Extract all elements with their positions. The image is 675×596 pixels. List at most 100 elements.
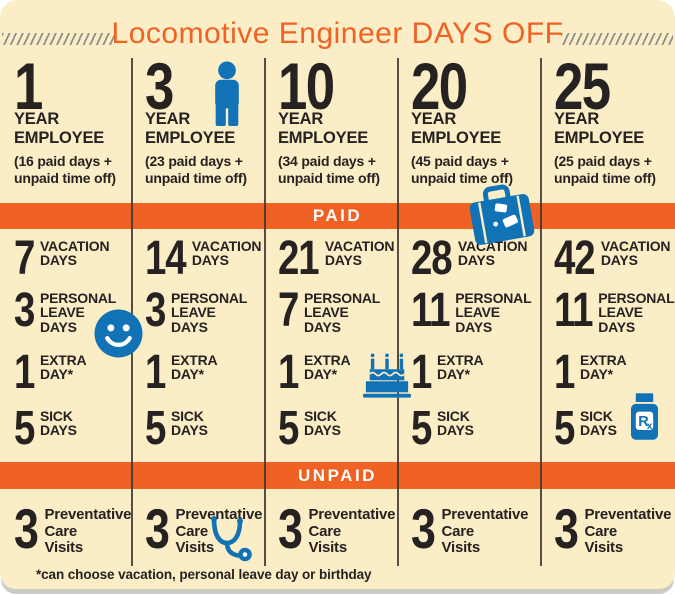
preventative-care-value: 3 (145, 497, 170, 560)
sick-days-value: 5 (145, 402, 166, 455)
column-divider (264, 58, 266, 566)
sick-days-cell: 5 SICK DAYS (131, 403, 264, 462)
hatch-stripes-left-icon (2, 33, 114, 45)
preventative-care-cell: 3 Preventative Care Visits (540, 489, 675, 568)
years-number: 25 (554, 49, 611, 123)
preventative-care-row: 3 Preventative Care Visits 3 Preventative C… (0, 489, 675, 568)
personal-leave-label: PERSONAL LEAVE DAYS (455, 290, 532, 335)
year-employee-label: YEAR EMPLOYEE (14, 110, 105, 147)
paid-days-summary: (34 paid days + unpaid time off) (278, 153, 380, 186)
sick-days-cell: 5 SICK DAYS (264, 403, 397, 462)
paid-section-banner: PAID (0, 203, 675, 229)
extra-day-label: EXTRA DAY* (579, 352, 627, 383)
vacation-days-value: 14 (145, 232, 187, 285)
sick-days-label: SICK DAYS (170, 408, 208, 439)
personal-leave-value: 3 (145, 284, 166, 337)
preventative-care-value: 3 (411, 497, 436, 560)
extra-day-label: EXTRA DAY* (39, 352, 87, 383)
extra-day-value: 1 (145, 346, 166, 399)
years-number: 10 (278, 49, 335, 123)
personal-leave-value: 11 (554, 284, 593, 337)
column-header-20yr: 20 YEAR EMPLOYEE (45 paid days + unpaid … (397, 49, 540, 203)
column-headers-row: 1 YEAR EMPLOYEE (16 paid days + unpaid t… (0, 49, 675, 203)
svg-text:R: R (638, 414, 649, 430)
personal-leave-cell: 11 PERSONAL LEAVE DAYS (540, 285, 675, 347)
sick-days-cell: 5 SICK DAYS (0, 403, 131, 462)
prescription-bottle-icon: R x (630, 393, 659, 440)
paid-days-summary: (23 paid days + unpaid time off) (145, 153, 247, 186)
preventative-care-value: 3 (554, 497, 579, 560)
preventative-care-label: Preventative Care Visits (308, 506, 396, 556)
vacation-days-label: VACATION DAYS (39, 238, 110, 269)
column-divider (397, 58, 399, 566)
personal-leave-value: 11 (411, 284, 450, 337)
personal-leave-value: 3 (14, 284, 35, 337)
extra-day-value: 1 (411, 346, 432, 399)
vacation-days-value: 21 (278, 232, 320, 285)
personal-leave-cell: 3 PERSONAL LEAVE DAYS (131, 285, 264, 347)
preventative-care-label: Preventative Care Visits (441, 506, 529, 556)
column-header-1yr: 1 YEAR EMPLOYEE (16 paid days + unpaid t… (0, 49, 131, 203)
sick-days-cell: 5 SICK DAYS (397, 403, 540, 462)
vacation-cell: 14 VACATION DAYS (131, 229, 264, 285)
column-divider (131, 58, 133, 566)
vacation-cell: 7 VACATION DAYS (0, 229, 131, 285)
sick-days-label: SICK DAYS (579, 408, 617, 439)
column-header-25yr: 25 YEAR EMPLOYEE (25 paid days + unpaid … (540, 49, 675, 203)
unpaid-section-banner: UNPAID (0, 462, 675, 489)
paid-days-summary: (25 paid days + unpaid time off) (554, 153, 656, 186)
svg-text:x: x (647, 421, 653, 432)
personal-leave-label: PERSONAL LEAVE DAYS (39, 290, 117, 335)
vacation-cell: 42 VACATION DAYS (540, 229, 675, 285)
vacation-days-label: VACATION DAYS (324, 238, 395, 269)
extra-day-label: EXTRA DAY* (170, 352, 218, 383)
vacation-days-label: VACATION DAYS (191, 238, 262, 269)
preventative-care-label: Preventative Care Visits (584, 506, 672, 556)
year-employee-label: YEAR EMPLOYEE (278, 110, 369, 147)
column-header-3yr: 3 YEAR EMPLOYEE (23 paid days + unpaid t… (131, 49, 264, 203)
smiley-face-icon (94, 309, 143, 358)
extra-day-value: 1 (278, 346, 299, 399)
extra-day-value: 1 (14, 346, 35, 399)
personal-leave-label: PERSONAL LEAVE DAYS (170, 290, 248, 335)
vacation-days-row: 7 VACATION DAYS 14 VACATION DAYS 21 VACATI… (0, 229, 675, 285)
vacation-days-label: VACATION DAYS (457, 238, 528, 269)
sick-days-value: 5 (411, 402, 432, 455)
sick-days-label: SICK DAYS (303, 408, 341, 439)
sick-days-row: 5 SICK DAYS 5 SICK DAYS 5 SICK DAYS 5 SICK D… (0, 403, 675, 462)
year-employee-label: YEAR EMPLOYEE (554, 110, 645, 147)
page-title: Locomotive Engineer DAYS OFF (111, 17, 564, 50)
suitcase-icon (464, 180, 537, 248)
vacation-days-value: 28 (411, 232, 453, 285)
column-divider (540, 58, 542, 566)
hatch-stripes-right-icon (561, 33, 673, 45)
preventative-care-label: Preventative Care Visits (44, 506, 132, 556)
personal-leave-value: 7 (278, 284, 299, 337)
sick-days-value: 5 (554, 402, 575, 455)
years-number: 3 (145, 49, 174, 123)
extra-day-row: 1 EXTRA DAY* 1 EXTRA DAY* 1 EXTRA DAY* 1 EX… (0, 347, 675, 403)
extra-day-cell: 1 EXTRA DAY* (264, 347, 397, 403)
year-employee-label: YEAR EMPLOYEE (411, 110, 502, 147)
extra-day-cell: 1 EXTRA DAY* (540, 347, 675, 403)
paid-days-summary: (45 paid days + unpaid time off) (411, 153, 513, 186)
extra-day-cell: 1 EXTRA DAY* (397, 347, 540, 403)
vacation-days-value: 7 (14, 232, 35, 285)
personal-leave-days-row: 3 PERSONAL LEAVE DAYS 3 PERSONAL LEAVE DAYS … (0, 285, 675, 347)
years-number: 20 (411, 49, 468, 123)
year-employee-label: YEAR EMPLOYEE (145, 110, 236, 147)
years-number: 1 (14, 49, 43, 123)
title-band: Locomotive Engineer DAYS OFF (0, 0, 675, 58)
preventative-care-cell: 3 Preventative Care Visits (264, 489, 397, 568)
vacation-cell: 21 VACATION DAYS (264, 229, 397, 285)
extra-day-cell: 1 EXTRA DAY* (0, 347, 131, 403)
vacation-days-label: VACATION DAYS (600, 238, 671, 269)
sick-days-label: SICK DAYS (39, 408, 77, 439)
extra-day-label: EXTRA DAY* (303, 352, 351, 383)
personal-leave-cell: 3 PERSONAL LEAVE DAYS (0, 285, 131, 347)
sick-days-cell: 5 SICK DAYS (540, 403, 675, 462)
person-icon (212, 61, 242, 126)
preventative-care-cell: 3 Preventative Care Visits (0, 489, 131, 568)
preventative-care-value: 3 (14, 497, 39, 560)
